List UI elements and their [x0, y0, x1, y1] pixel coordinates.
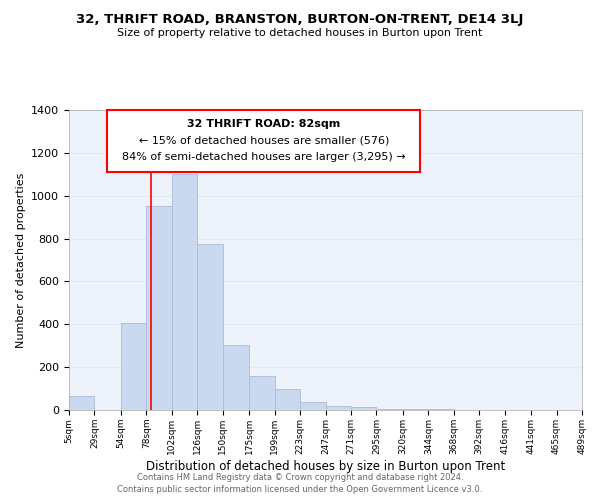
Y-axis label: Number of detached properties: Number of detached properties: [16, 172, 26, 348]
X-axis label: Distribution of detached houses by size in Burton upon Trent: Distribution of detached houses by size …: [146, 460, 505, 472]
Bar: [249, 376, 275, 410]
Bar: [121, 323, 146, 410]
Bar: [300, 402, 325, 410]
Text: 32 THRIFT ROAD: 82sqm: 32 THRIFT ROAD: 82sqm: [187, 120, 341, 130]
Text: 84% of semi-detached houses are larger (3,295) →: 84% of semi-detached houses are larger (…: [122, 152, 406, 162]
Bar: [325, 406, 351, 410]
Bar: [376, 409, 403, 410]
Bar: [197, 244, 223, 410]
Bar: [403, 409, 428, 410]
Text: Size of property relative to detached houses in Burton upon Trent: Size of property relative to detached ho…: [118, 28, 482, 38]
Bar: [69, 396, 94, 410]
Bar: [223, 344, 249, 410]
FancyBboxPatch shape: [107, 110, 421, 172]
Bar: [172, 174, 197, 410]
Text: Contains public sector information licensed under the Open Government Licence v3: Contains public sector information licen…: [118, 485, 482, 494]
Text: 32, THRIFT ROAD, BRANSTON, BURTON-ON-TRENT, DE14 3LJ: 32, THRIFT ROAD, BRANSTON, BURTON-ON-TRE…: [76, 12, 524, 26]
Text: Contains HM Land Registry data © Crown copyright and database right 2024.: Contains HM Land Registry data © Crown c…: [137, 472, 463, 482]
Bar: [146, 206, 172, 410]
Text: ← 15% of detached houses are smaller (576): ← 15% of detached houses are smaller (57…: [139, 136, 389, 146]
Bar: [275, 388, 300, 410]
Bar: [351, 407, 376, 410]
